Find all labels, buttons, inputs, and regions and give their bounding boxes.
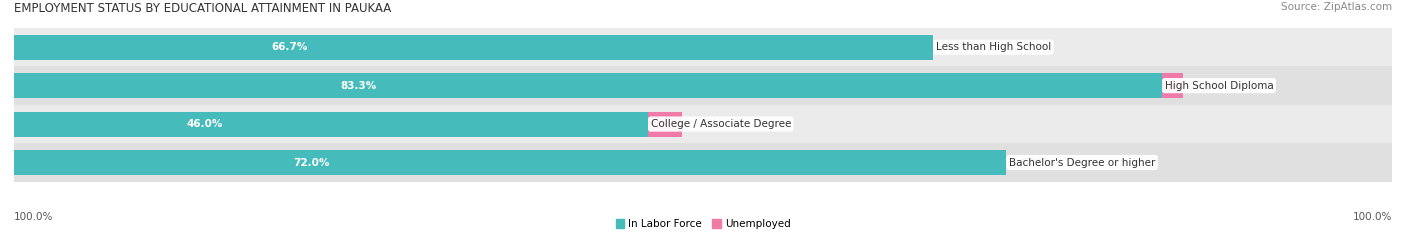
Text: Less than High School: Less than High School [936, 42, 1052, 52]
Bar [14, 28, 1392, 66]
Text: 100.0%: 100.0% [14, 212, 53, 222]
Legend: In Labor Force, Unemployed: In Labor Force, Unemployed [612, 215, 794, 233]
Bar [14, 73, 1161, 98]
Text: 83.3%: 83.3% [340, 81, 377, 91]
Text: 100.0%: 100.0% [1353, 212, 1392, 222]
Text: 66.7%: 66.7% [271, 42, 308, 52]
Text: 0.0%: 0.0% [946, 42, 973, 52]
Text: High School Diploma: High School Diploma [1164, 81, 1274, 91]
Bar [1161, 73, 1182, 98]
Text: 2.5%: 2.5% [696, 119, 723, 129]
Text: 72.0%: 72.0% [294, 158, 330, 168]
Text: College / Associate Degree: College / Associate Degree [651, 119, 792, 129]
Bar [14, 112, 648, 137]
Text: 46.0%: 46.0% [186, 119, 222, 129]
Bar [14, 143, 1392, 182]
Text: Source: ZipAtlas.com: Source: ZipAtlas.com [1281, 2, 1392, 12]
Bar [648, 112, 682, 137]
Text: 1.5%: 1.5% [1197, 81, 1223, 91]
Bar [14, 150, 1007, 175]
Bar [14, 35, 934, 60]
Text: Bachelor's Degree or higher: Bachelor's Degree or higher [1010, 158, 1156, 168]
Bar [14, 105, 1392, 143]
Text: 0.0%: 0.0% [1019, 158, 1046, 168]
Text: EMPLOYMENT STATUS BY EDUCATIONAL ATTAINMENT IN PAUKAA: EMPLOYMENT STATUS BY EDUCATIONAL ATTAINM… [14, 2, 391, 15]
Bar [14, 66, 1392, 105]
